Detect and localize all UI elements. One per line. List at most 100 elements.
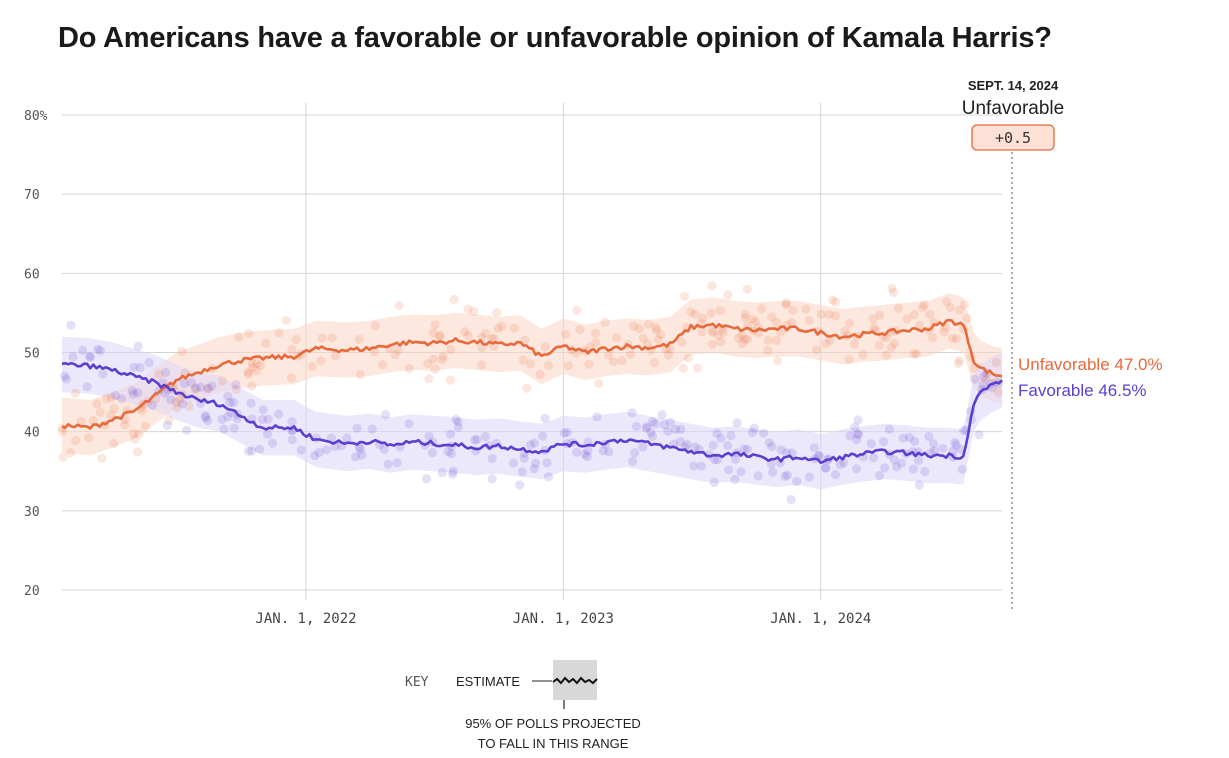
poll-dot-favorable (780, 471, 790, 481)
poll-dot-favorable (767, 441, 777, 452)
poll-dot-favorable (445, 429, 456, 439)
key-range-label-1: 95% OF POLLS PROJECTED (465, 716, 641, 731)
poll-dot-unfavorable (477, 360, 487, 370)
poll-dot-unfavorable (132, 447, 143, 457)
poll-dot-unfavorable (962, 313, 972, 323)
poll-dot-favorable (147, 400, 158, 410)
poll-dot-unfavorable (243, 367, 253, 377)
poll-dot-unfavorable (190, 384, 200, 394)
poll-dot-unfavorable (106, 392, 116, 402)
poll-dot-unfavorable (424, 374, 434, 384)
poll-dot-unfavorable (945, 302, 955, 313)
poll-dot-favorable (177, 399, 188, 409)
poll-dot-favorable (708, 440, 718, 450)
poll-dot-favorable (223, 412, 233, 422)
poll-dot-unfavorable (430, 320, 440, 330)
poll-dot-unfavorable (831, 311, 841, 321)
poll-dot-unfavorable (763, 345, 773, 356)
poll-dot-unfavorable (244, 328, 254, 338)
poll-dot-favorable (879, 437, 889, 447)
poll-dot-favorable (739, 444, 749, 454)
poll-dot-unfavorable (939, 327, 949, 337)
poll-dot-favorable (696, 461, 706, 471)
poll-dot-favorable (821, 463, 831, 473)
poll-dot-unfavorable (830, 297, 841, 307)
poll-dot-favorable (764, 438, 774, 448)
poll-dot-unfavorable (584, 359, 594, 369)
poll-dot-unfavorable (355, 370, 365, 380)
poll-dot-unfavorable (868, 314, 878, 324)
poll-dot-favorable (646, 427, 656, 438)
poll-dot-favorable (196, 382, 206, 392)
y-tick-label: 20 (24, 584, 40, 599)
poll-dot-favorable (351, 452, 361, 462)
poll-dot-favorable (182, 425, 192, 435)
poll-dot-unfavorable (902, 314, 912, 324)
poll-dot-favorable (258, 405, 268, 415)
poll-dot-unfavorable (845, 318, 855, 328)
poll-dot-favorable (392, 458, 402, 468)
poll-dot-favorable (314, 447, 324, 458)
poll-dot-unfavorable (543, 360, 554, 371)
poll-dot-favorable (355, 444, 365, 454)
poll-dot-favorable (850, 422, 860, 432)
poll-dot-unfavorable (609, 357, 619, 367)
poll-dot-favorable (95, 346, 106, 356)
poll-dot-favorable (710, 455, 720, 465)
poll-dot-favorable (287, 417, 297, 427)
line-favorable (61, 361, 1003, 465)
poll-dot-favorable (404, 419, 414, 429)
poll-dot-unfavorable (781, 300, 791, 310)
poll-dot-unfavorable (247, 381, 257, 391)
poll-dot-unfavorable (874, 340, 884, 350)
poll-dot-unfavorable (252, 366, 262, 376)
poll-dot-unfavorable (327, 333, 337, 343)
poll-dot-favorable (689, 461, 699, 471)
poll-dot-favorable (191, 383, 201, 393)
poll-dot-unfavorable (919, 300, 929, 310)
poll-dot-unfavorable (653, 334, 663, 344)
poll-dot-favorable (321, 445, 332, 455)
poll-dot-unfavorable (825, 335, 835, 345)
poll-dot-unfavorable (941, 297, 951, 307)
annotation-date: SEPT. 14, 2024 (968, 78, 1059, 93)
poll-dot-favorable (582, 452, 592, 462)
poll-dot-unfavorable (70, 388, 81, 398)
poll-dot-unfavorable (707, 339, 718, 349)
poll-dot-unfavorable (95, 407, 105, 417)
poll-dot-favorable (357, 450, 367, 460)
poll-dot-favorable (540, 413, 550, 423)
poll-dot-favorable (712, 455, 723, 465)
chart-title: Do Americans have a favorable or unfavor… (58, 22, 1052, 54)
poll-dot-favorable (950, 437, 960, 447)
poll-dot-unfavorable (463, 330, 473, 341)
poll-dot-favorable (747, 427, 758, 438)
poll-dot-unfavorable (274, 328, 284, 338)
poll-dot-unfavorable (463, 304, 473, 314)
poll-dot-favorable (543, 472, 554, 482)
poll-dot-favorable (487, 453, 497, 464)
poll-dot-unfavorable (460, 327, 470, 337)
poll-dot-unfavorable (679, 291, 690, 301)
poll-dot-unfavorable (849, 339, 859, 349)
poll-dot-favorable (830, 470, 841, 480)
poll-dot-favorable (657, 410, 667, 420)
poll-dot-unfavorable (109, 403, 119, 414)
poll-dot-favorable (448, 466, 458, 476)
poll-dot-favorable (749, 423, 759, 433)
poll-dot-unfavorable (561, 329, 571, 339)
poll-dot-unfavorable (811, 345, 822, 355)
poll-dot-favorable (959, 426, 969, 436)
poll-dot-favorable (203, 383, 213, 393)
poll-dot-favorable (572, 447, 582, 457)
poll-dot-unfavorable (394, 300, 404, 311)
poll-dot-favorable (453, 417, 463, 427)
poll-dot-favorable (957, 464, 968, 474)
poll-dot-unfavorable (649, 357, 659, 368)
poll-dot-unfavorable (256, 360, 266, 370)
poll-dot-unfavorable (661, 344, 671, 354)
poll-dot-favorable (217, 414, 227, 424)
poll-dot-favorable (665, 417, 676, 427)
poll-dot-unfavorable (184, 401, 194, 412)
